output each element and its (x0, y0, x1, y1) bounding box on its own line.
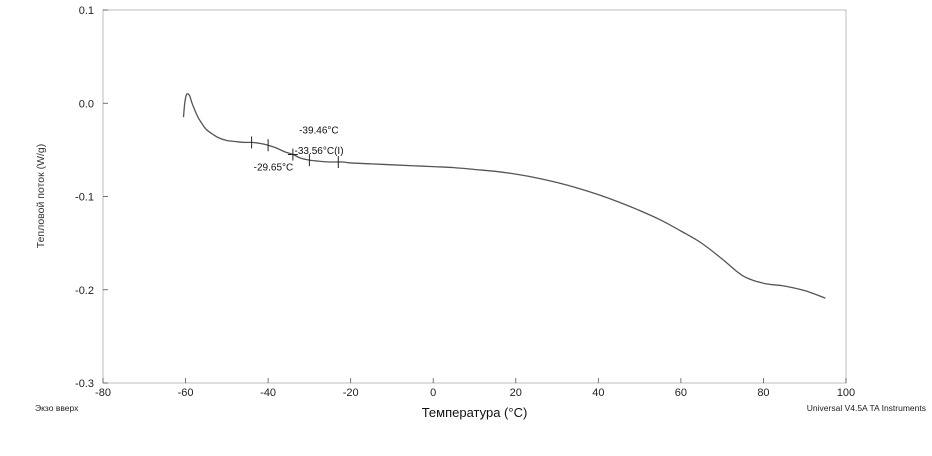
x-tick-label: 0 (430, 387, 436, 399)
annotations: -39.46°C -33.56°C(I)-29.65°C (254, 125, 344, 173)
x-tick-label: 20 (510, 387, 522, 399)
instrument-credit: Universal V4.5A TA Instruments (807, 403, 926, 413)
transition-markers (251, 136, 339, 168)
y-tick-label: -0.2 (75, 285, 94, 297)
y-axis-label: Тепловой поток (W/g) (35, 144, 47, 249)
x-tick-label: 80 (757, 387, 769, 399)
annotation-label: -33.56°C(I) (295, 146, 344, 157)
annotation-label: -39.46°C (299, 125, 339, 136)
dsc-curve (182, 93, 826, 299)
x-tick-label: 100 (837, 387, 855, 399)
x-tick-label: -60 (178, 387, 194, 399)
x-tick-label: -20 (343, 387, 359, 399)
annotation-label: -29.65°C (254, 163, 294, 174)
x-tick-label: -80 (95, 387, 111, 399)
plot-area (102, 9, 847, 384)
y-tick-label: 0.0 (79, 98, 94, 110)
exo-up-label: Экзо вверх (35, 403, 79, 413)
x-tick-label: -40 (260, 387, 276, 399)
y-tick-label: 0.1 (79, 5, 94, 17)
x-tick-label: 40 (592, 387, 604, 399)
axis-ticks (102, 9, 847, 384)
x-axis-label: Температура (°C) (422, 405, 528, 420)
y-tick-label: -0.3 (75, 378, 94, 390)
x-tick-label: 60 (675, 387, 687, 399)
tick-labels: -80 -60 -40 -20 0 20 40 60 80 100 -0.3 -0.2 -0.1 0.0 0… (75, 5, 855, 399)
y-tick-label: -0.1 (75, 192, 94, 204)
